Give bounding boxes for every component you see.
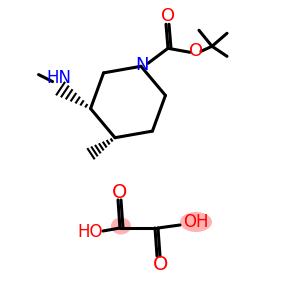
Text: OH: OH: [183, 213, 209, 231]
Text: O: O: [189, 42, 203, 60]
Text: HN: HN: [46, 69, 71, 87]
Ellipse shape: [111, 218, 131, 235]
Text: N: N: [135, 56, 149, 74]
Text: O: O: [112, 182, 128, 202]
Text: O: O: [153, 254, 169, 274]
Text: O: O: [161, 7, 175, 25]
Ellipse shape: [180, 212, 212, 232]
Text: HO: HO: [77, 223, 103, 241]
